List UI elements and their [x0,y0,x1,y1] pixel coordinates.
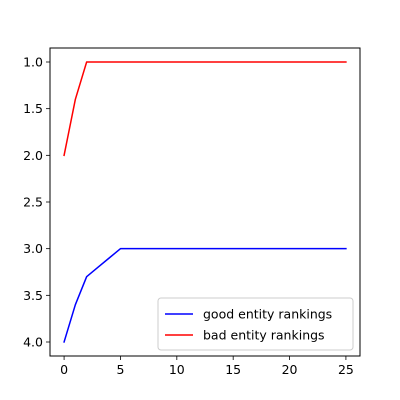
series-line-1 [63,61,347,157]
legend: good entity rankings bad entity rankings [157,297,354,351]
series-line-0 [63,247,347,343]
x-axis: 0 5 10 15 20 25 [60,356,354,377]
legend-label-0: good entity rankings [203,307,332,322]
y-tick-label: 3.0 [23,241,43,256]
x-tick-label: 15 [225,362,241,377]
y-axis: 1.0 1.5 2.0 2.5 3.0 3.5 4.0 [23,55,50,350]
y-tick-label: 3.5 [23,288,43,303]
y-tick-label: 4.0 [23,335,43,350]
y-tick-label: 2.5 [23,195,43,210]
x-tick-label: 20 [282,362,298,377]
legend-box [157,297,354,351]
series-layer [63,61,347,343]
y-tick-label: 1.5 [23,101,43,116]
x-tick-label: 5 [116,362,124,377]
x-tick-label: 0 [60,362,68,377]
y-tick-label: 1.0 [23,55,43,70]
x-tick-label: 10 [169,362,185,377]
y-tick-label: 2.0 [23,148,43,163]
x-tick-label: 25 [338,362,354,377]
legend-label-1: bad entity rankings [203,328,325,343]
